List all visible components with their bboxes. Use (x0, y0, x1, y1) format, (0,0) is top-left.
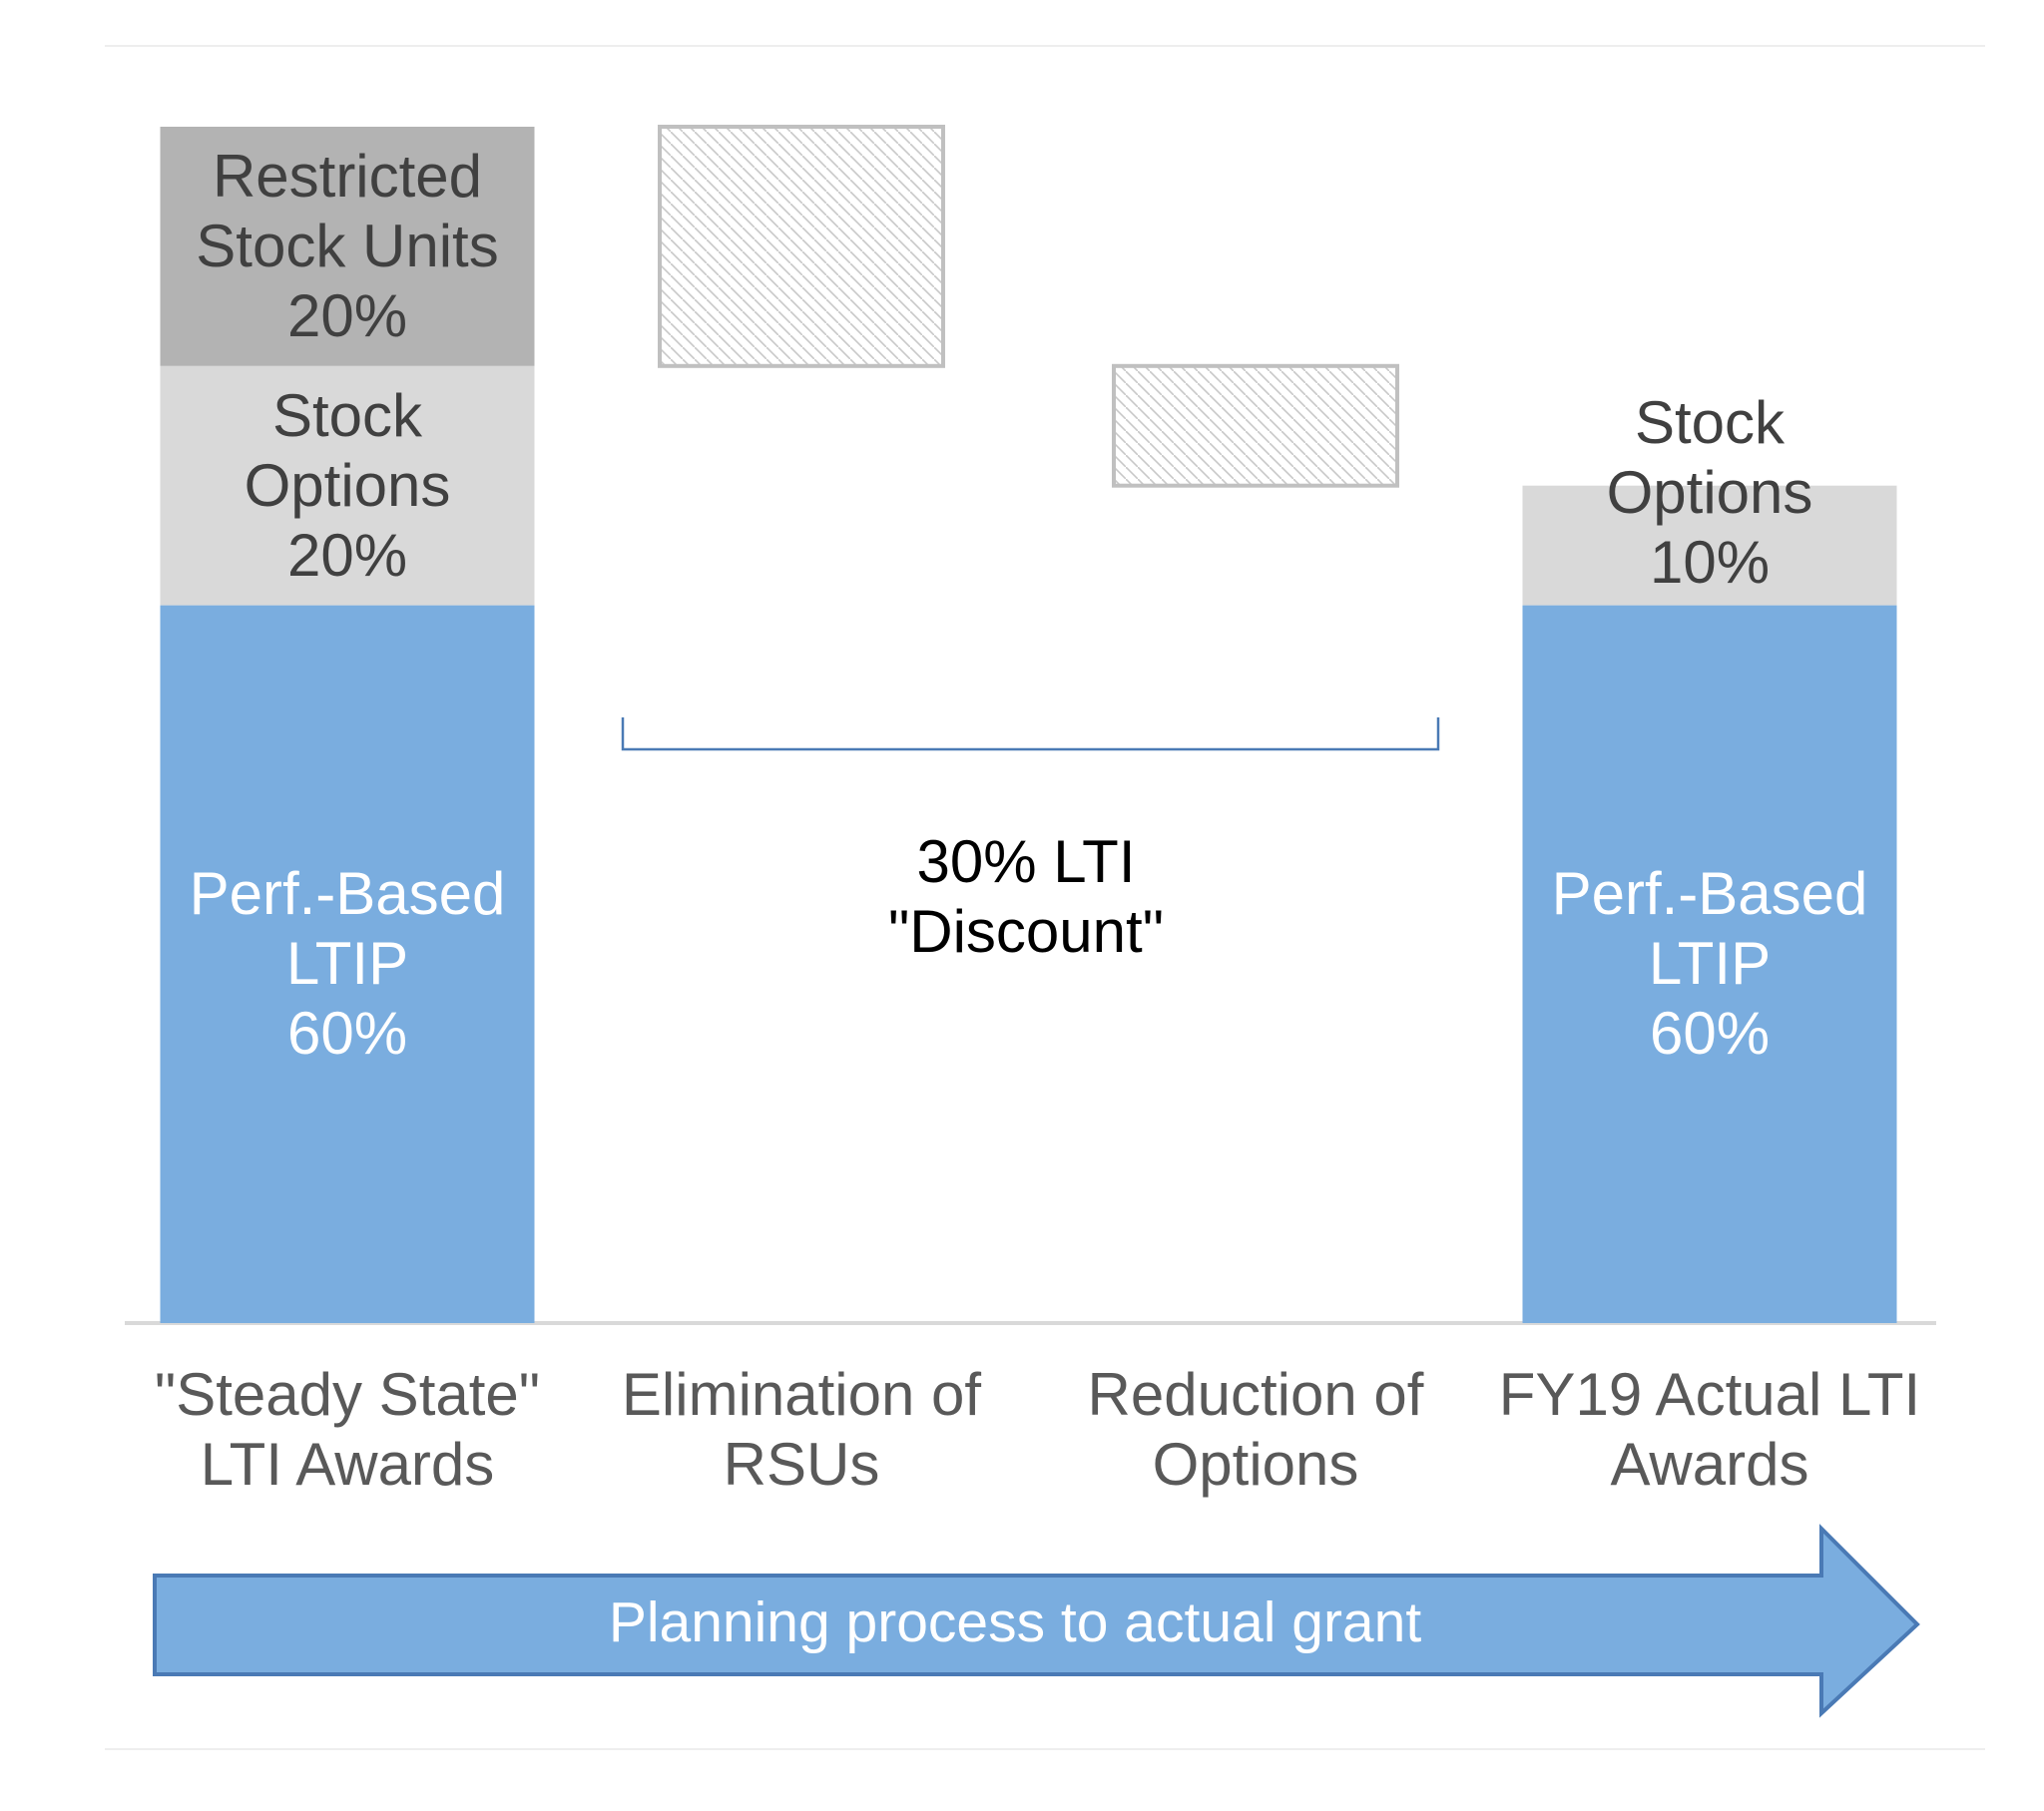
x-tick-label: FY19 Actual LTI Awards (1498, 1361, 1921, 1498)
bar-segment (160, 605, 535, 1323)
value-label: 60% (286, 1000, 408, 1068)
segment-name: Restricted Stock Units (196, 142, 499, 279)
reduction-box (1112, 363, 1399, 488)
segment-name: Stock Options (244, 381, 451, 519)
segment-name: Perf.-Based LTIP (189, 860, 506, 998)
reduction-box (658, 125, 945, 368)
segment-label: Stock Options 20% (178, 381, 517, 591)
bar-segment (1522, 605, 1897, 1323)
bar-segment (160, 127, 535, 366)
value-label: 20% (286, 521, 408, 589)
discount-bracket (621, 717, 1440, 751)
segment-label: Perf.-Based LTIP 60% (178, 859, 517, 1069)
x-tick-label: Elimination of RSUs (621, 1361, 982, 1498)
segment-label: Restricted Stock Units 20% (178, 142, 517, 351)
x-tick-label: Reduction of Options (1087, 1361, 1424, 1498)
bar-segment (1522, 485, 1897, 606)
discount-label: 30% LTI "Discount" (887, 828, 1165, 965)
segment-name: Perf.-Based LTIP (1551, 860, 1868, 998)
process-arrow (153, 1524, 1920, 1718)
value-label: 60% (1649, 1000, 1771, 1068)
segment-name: Stock Options (1606, 388, 1813, 526)
value-label: 10% (1649, 528, 1771, 596)
value-label: 20% (286, 281, 408, 349)
segment-label: Perf.-Based LTIP 60% (1540, 859, 1879, 1069)
x-tick-label: "Steady State" LTI Awards (154, 1361, 541, 1498)
segment-label: Stock Options 10% (1540, 388, 1879, 598)
arrow-label: Planning process to actual grant (609, 1590, 1422, 1654)
bar-segment (160, 365, 535, 606)
